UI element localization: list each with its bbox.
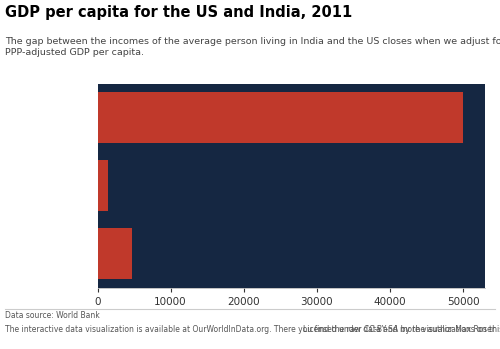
Bar [98,92,463,143]
Text: The gap between the incomes of the average person living in India and the US clo: The gap between the incomes of the avera… [5,37,500,58]
Text: The interactive data visualization is available at OurWorldInData.org. There you: The interactive data visualization is av… [5,325,500,334]
Text: GDP per capita for the US and India, 2011: GDP per capita for the US and India, 201… [5,5,352,20]
Bar [98,228,132,280]
Text: Our World: Our World [438,15,488,24]
Bar [98,160,108,211]
Text: Data source: World Bank: Data source: World Bank [5,311,100,320]
Text: Licensed under CC-BY-SA by the author Max Roser: Licensed under CC-BY-SA by the author Ma… [303,325,495,334]
Text: in Data: in Data [446,34,480,43]
